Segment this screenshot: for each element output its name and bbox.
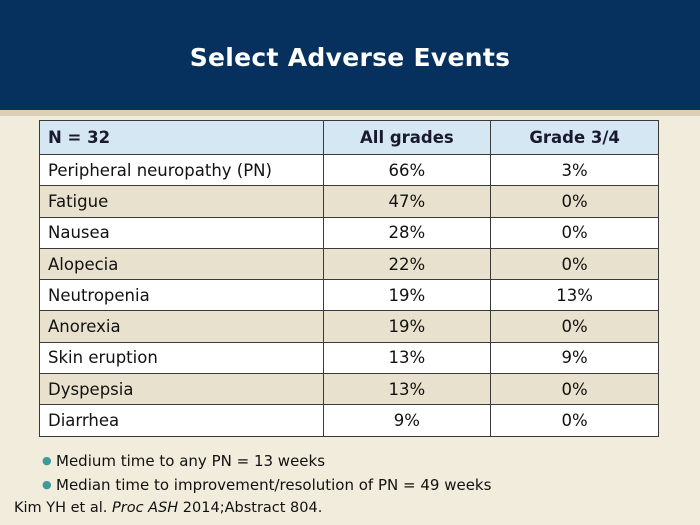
- table-row: Neutropenia 19% 13%: [39, 279, 659, 312]
- citation: Kim YH et al. Proc ASH 2014;Abstract 804…: [14, 500, 322, 516]
- header-cell-n: N = 32: [39, 120, 324, 155]
- notes-list: ● Medium time to any PN = 13 weeks ● Med…: [42, 449, 491, 497]
- slide-title: Select Adverse Events: [189, 42, 511, 72]
- event-cell: Nausea: [39, 216, 324, 249]
- event-cell: Diarrhea: [39, 404, 324, 437]
- table-row: Fatigue 47% 0%: [39, 185, 659, 218]
- grade-3-4-cell: 0%: [490, 185, 659, 218]
- table-row: Nausea 28% 0%: [39, 216, 659, 249]
- grade-3-4-cell: 13%: [490, 279, 659, 312]
- grade-3-4-cell: 0%: [490, 247, 659, 281]
- list-item: ● Median time to improvement/resolution …: [42, 473, 491, 497]
- event-cell: Neutropenia: [39, 279, 324, 312]
- bullet-dot-icon: ●: [42, 454, 52, 467]
- all-grades-cell: 47%: [322, 185, 492, 218]
- event-cell: Anorexia: [39, 310, 324, 343]
- note-text: Median time to improvement/resolution of…: [56, 476, 492, 494]
- table-row: Alopecia 22% 0%: [39, 247, 659, 281]
- all-grades-cell: 13%: [322, 341, 492, 375]
- table-row: Peripheral neuropathy (PN) 66% 3%: [39, 153, 659, 187]
- grade-3-4-cell: 0%: [490, 404, 659, 437]
- all-grades-cell: 13%: [322, 373, 492, 406]
- event-cell: Peripheral neuropathy (PN): [39, 153, 324, 187]
- header-cell-all-grades: All grades: [322, 120, 492, 155]
- table-row: Dyspepsia 13% 0%: [39, 373, 659, 406]
- grade-3-4-cell: 0%: [490, 310, 659, 343]
- all-grades-cell: 66%: [322, 153, 492, 187]
- note-text: Medium time to any PN = 13 weeks: [56, 452, 326, 470]
- all-grades-cell: 19%: [322, 279, 492, 312]
- all-grades-cell: 9%: [322, 404, 492, 437]
- event-cell: Fatigue: [39, 185, 324, 218]
- table-row: Anorexia 19% 0%: [39, 310, 659, 343]
- event-cell: Dyspepsia: [39, 373, 324, 406]
- citation-details: 2014;Abstract 804.: [178, 500, 323, 516]
- citation-authors: Kim YH et al.: [14, 500, 112, 516]
- all-grades-cell: 28%: [322, 216, 492, 249]
- list-item: ● Medium time to any PN = 13 weeks: [42, 449, 491, 473]
- citation-journal: Proc ASH: [112, 500, 179, 516]
- table-row: Skin eruption 13% 9%: [39, 341, 659, 375]
- adverse-events-table: N = 32 All grades Grade 3/4 Peripheral n…: [39, 120, 659, 437]
- all-grades-cell: 22%: [322, 247, 492, 281]
- header-cell-grade-3-4: Grade 3/4: [490, 120, 659, 155]
- table-header-row: N = 32 All grades Grade 3/4: [39, 120, 659, 155]
- grade-3-4-cell: 3%: [490, 153, 659, 187]
- grade-3-4-cell: 9%: [490, 341, 659, 375]
- header-divider: [0, 110, 700, 116]
- all-grades-cell: 19%: [322, 310, 492, 343]
- grade-3-4-cell: 0%: [490, 373, 659, 406]
- table-row: Diarrhea 9% 0%: [39, 404, 659, 437]
- grade-3-4-cell: 0%: [490, 216, 659, 249]
- event-cell: Alopecia: [39, 247, 324, 281]
- event-cell: Skin eruption: [39, 341, 324, 375]
- bullet-dot-icon: ●: [42, 478, 52, 491]
- slide-header: Select Adverse Events: [0, 0, 700, 110]
